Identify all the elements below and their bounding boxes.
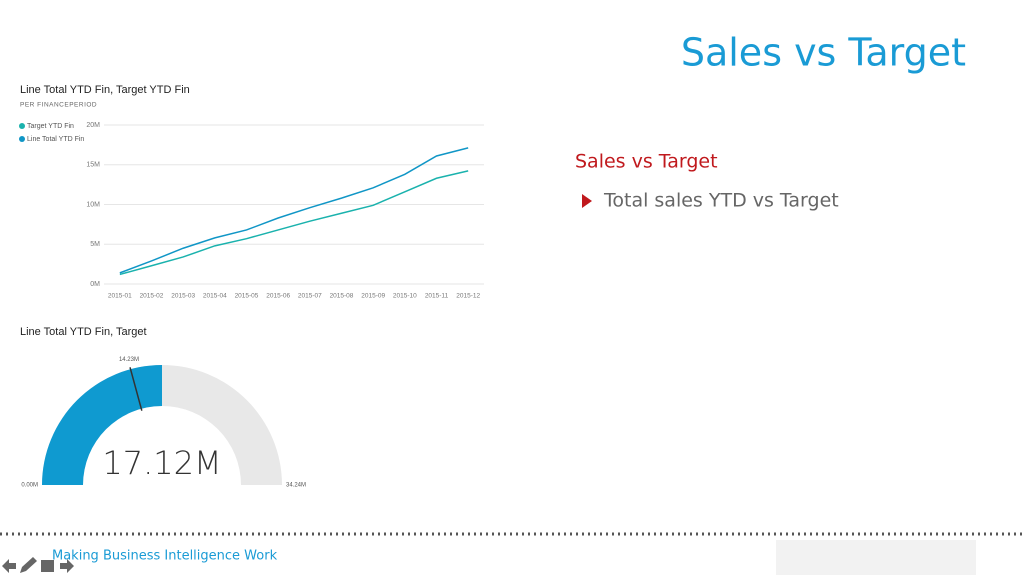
slide-title: Sales vs Target — [681, 31, 966, 75]
legend-swatch — [19, 123, 25, 129]
max-label: 34.24M — [286, 483, 306, 489]
x-tick-label: 2015-01 — [108, 293, 132, 300]
chart-subtitle: PER FINANCEPERIOD — [20, 102, 97, 109]
gauge-value: 17.12M — [102, 444, 221, 482]
x-tick-label: 2015-12 — [456, 293, 480, 300]
x-tick-label: 2015-02 — [140, 293, 164, 300]
nav-back[interactable] — [2, 559, 16, 573]
legend-label: Target YTD Fin — [27, 123, 74, 130]
x-tick-label: 2015-10 — [393, 293, 417, 300]
y-tick-label: 0M — [90, 281, 100, 288]
slide-subtitle: Sales vs Target — [575, 151, 718, 173]
legend-label: Line Total YTD Fin — [27, 136, 84, 143]
x-tick-label: 2015-11 — [425, 293, 449, 300]
nav-pen[interactable] — [20, 557, 37, 573]
x-tick-label: 2015-06 — [266, 293, 290, 300]
y-tick-label: 10M — [86, 201, 100, 208]
x-tick-label: 2015-05 — [235, 293, 259, 300]
min-label: 0.00M — [21, 483, 38, 489]
legend-swatch — [19, 136, 25, 142]
x-tick-label: 2015-09 — [361, 293, 385, 300]
chart-title: Line Total YTD Fin, Target — [20, 326, 147, 338]
gauge-target — [129, 367, 143, 411]
y-tick-label: 15M — [86, 162, 100, 169]
chart-title: Line Total YTD Fin, Target YTD Fin — [20, 84, 190, 96]
bullet-marker — [582, 194, 592, 208]
footer-text: Making Business Intelligence Work — [52, 549, 278, 564]
y-tick-label: 5M — [90, 241, 100, 248]
bullet-text: Total sales YTD vs Target — [603, 190, 839, 212]
x-tick-label: 2015-03 — [171, 293, 195, 300]
footer-logo — [776, 540, 976, 575]
series-line — [119, 170, 469, 276]
nav-menu[interactable] — [41, 560, 54, 572]
x-tick-label: 2015-08 — [330, 293, 354, 300]
y-tick-label: 20M — [86, 122, 100, 129]
gauge-fill — [42, 365, 162, 485]
series-line — [119, 147, 469, 274]
nav-icons — [2, 557, 74, 573]
x-tick-label: 2015-04 — [203, 293, 227, 300]
target-label: 14.23M — [119, 357, 139, 363]
x-tick-label: 2015-07 — [298, 293, 322, 300]
nav-forward[interactable] — [60, 559, 74, 573]
